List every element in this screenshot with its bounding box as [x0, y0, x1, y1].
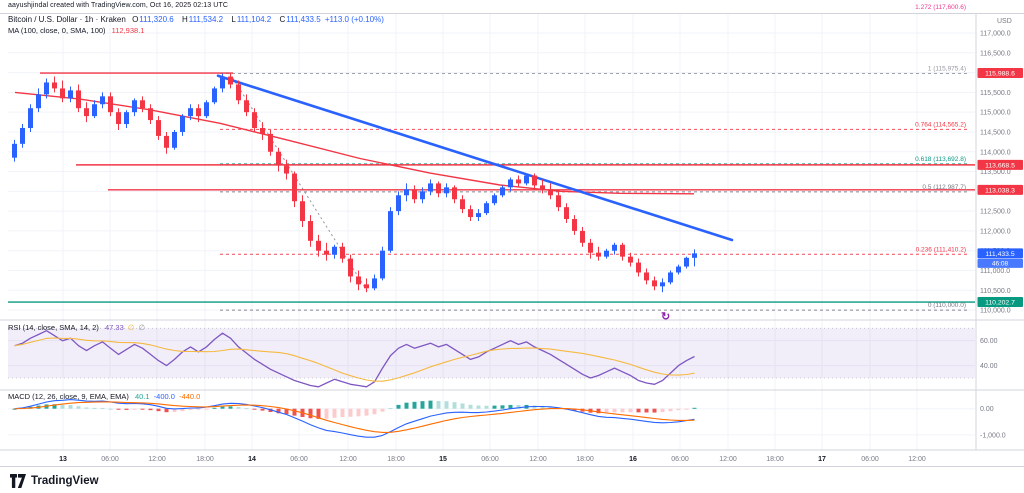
- high-label: H: [181, 15, 188, 24]
- svg-text:16: 16: [629, 456, 637, 463]
- tradingview-logo-icon: [10, 473, 26, 488]
- svg-text:06:00: 06:00: [290, 456, 308, 463]
- change-value: +113.0 (+0.10%): [324, 15, 384, 24]
- grid-lines: [8, 14, 975, 450]
- trend-line: [216, 74, 734, 242]
- tradingview-logo[interactable]: TradingView: [10, 473, 99, 488]
- rsi-na-1: ∅: [127, 323, 135, 332]
- open-value: 111,320.6: [139, 15, 174, 24]
- svg-text:06:00: 06:00: [671, 456, 689, 463]
- currency-label: USD: [997, 18, 1012, 25]
- high-value: 111,534.2: [188, 15, 224, 24]
- footer: TradingView: [0, 468, 1024, 493]
- svg-text:↻: ↻: [661, 311, 670, 323]
- svg-text:40.00: 40.00: [980, 363, 998, 370]
- svg-text:115,000.0: 115,000.0: [980, 110, 1011, 117]
- svg-text:1.272 (117,600.6): 1.272 (117,600.6): [915, 4, 966, 11]
- svg-text:15: 15: [439, 456, 447, 463]
- symbol-title: Bitcoin / U.S. Dollar · 1h · Kraken: [8, 15, 126, 24]
- svg-text:14: 14: [248, 456, 256, 463]
- svg-text:0 (110,000.0): 0 (110,000.0): [928, 302, 966, 309]
- close-label: C: [279, 15, 286, 24]
- svg-text:18:00: 18:00: [576, 456, 594, 463]
- attribution-text: aayushjindal created with TradingView.co…: [8, 2, 228, 9]
- svg-text:46:08: 46:08: [992, 260, 1009, 267]
- macd-signal-value: -440.0: [179, 392, 201, 401]
- low-value: 111,104.2: [236, 15, 272, 24]
- rsi-band: [8, 327, 975, 379]
- macd-hist-value: 40.1: [134, 392, 150, 401]
- svg-text:110,202.7: 110,202.7: [985, 300, 1015, 307]
- tradingview-brand-text: TradingView: [31, 474, 99, 487]
- svg-text:117,000.0: 117,000.0: [980, 31, 1011, 38]
- svg-text:0.236 (111,410.2): 0.236 (111,410.2): [916, 246, 966, 253]
- svg-text:06:00: 06:00: [101, 456, 119, 463]
- svg-text:0.5 (112,987.7): 0.5 (112,987.7): [922, 184, 966, 191]
- open-label: O: [132, 15, 139, 24]
- symbol-legend[interactable]: Bitcoin / U.S. Dollar · 1h · Kraken O111…: [8, 15, 386, 24]
- close-value: 111,433.5: [286, 15, 321, 24]
- svg-text:114,000.0: 114,000.0: [980, 149, 1011, 156]
- svg-text:17: 17: [818, 456, 826, 463]
- svg-text:113,500.0: 113,500.0: [980, 169, 1011, 176]
- svg-text:60.00: 60.00: [980, 338, 998, 345]
- svg-text:18:00: 18:00: [196, 456, 214, 463]
- macd-title: MACD (12, 26, close, 9, EMA, EMA): [8, 392, 129, 401]
- svg-text:111,433.5: 111,433.5: [985, 251, 1014, 258]
- svg-text:0.00: 0.00: [980, 406, 994, 413]
- price-badges: 115,988.6 113,668.5 113,038.3 110,202.7 111,…: [977, 68, 1023, 308]
- macd-series: [12, 399, 697, 438]
- svg-text:06:00: 06:00: [861, 456, 879, 463]
- svg-text:111,000.0: 111,000.0: [980, 268, 1010, 275]
- svg-text:112,000.0: 112,000.0: [980, 228, 1011, 235]
- macd-line-value: -400.0: [153, 392, 175, 401]
- svg-text:113,668.5: 113,668.5: [985, 162, 1015, 169]
- svg-text:116,500.0: 116,500.0: [980, 50, 1011, 57]
- svg-text:-1,000.0: -1,000.0: [980, 432, 1006, 439]
- svg-text:115,988.6: 115,988.6: [985, 71, 1015, 78]
- svg-text:12:00: 12:00: [339, 456, 357, 463]
- support-resistance-lines: [8, 72, 975, 303]
- svg-text:114,500.0: 114,500.0: [980, 129, 1011, 136]
- ma-100-line: [14, 91, 695, 195]
- svg-text:0.618 (113,692.8): 0.618 (113,692.8): [915, 156, 966, 163]
- fib-levels: [220, 73, 968, 311]
- svg-text:13: 13: [59, 456, 67, 463]
- rsi-line: [14, 330, 695, 388]
- svg-text:1 (115,975.4): 1 (115,975.4): [928, 66, 966, 73]
- rsi-value: 47.33: [104, 323, 124, 332]
- rsi-na-2: ∅: [138, 323, 146, 332]
- svg-text:18:00: 18:00: [766, 456, 784, 463]
- ma-title: MA (100, close, 0, SMA, 100): [8, 26, 106, 35]
- oscillator-axis: 60.00 40.00 0.00 -1,000.0: [980, 338, 1006, 439]
- ma-value: 112,938.1: [111, 26, 145, 35]
- svg-text:112,500.0: 112,500.0: [980, 209, 1011, 216]
- macd-legend[interactable]: MACD (12, 26, close, 9, EMA, EMA) 40.1 -…: [8, 392, 202, 401]
- svg-text:12:00: 12:00: [719, 456, 737, 463]
- svg-text:0.764 (114,565.2): 0.764 (114,565.2): [915, 121, 966, 128]
- ma-legend[interactable]: MA (100, close, 0, SMA, 100) 112,938.1: [8, 26, 146, 35]
- svg-text:18:00: 18:00: [387, 456, 405, 463]
- spiral-icon: ↻: [661, 311, 670, 323]
- svg-text:110,500.0: 110,500.0: [980, 288, 1011, 295]
- rsi-title: RSI (14, close, SMA, 14, 2): [8, 323, 99, 332]
- svg-text:110,000.0: 110,000.0: [980, 308, 1011, 315]
- rsi-legend[interactable]: RSI (14, close, SMA, 14, 2) 47.33 ∅ ∅: [8, 323, 147, 332]
- svg-text:115,500.0: 115,500.0: [980, 90, 1011, 97]
- svg-text:06:00: 06:00: [481, 456, 499, 463]
- svg-text:113,038.3: 113,038.3: [985, 187, 1015, 194]
- svg-text:12:00: 12:00: [529, 456, 547, 463]
- panel-separators: [0, 13, 1024, 467]
- fib-labels: 1.272 (117,600.6) 1 (115,975.4) 0.764 (114…: [915, 4, 966, 309]
- time-axis: 13 06:00 12:00 18:00 14 06:00 12:00 18:00 15 06:0…: [59, 456, 926, 463]
- candlestick-series: [12, 73, 697, 293]
- low-label: L: [231, 15, 236, 24]
- svg-text:12:00: 12:00: [148, 456, 166, 463]
- svg-text:12:00: 12:00: [908, 456, 926, 463]
